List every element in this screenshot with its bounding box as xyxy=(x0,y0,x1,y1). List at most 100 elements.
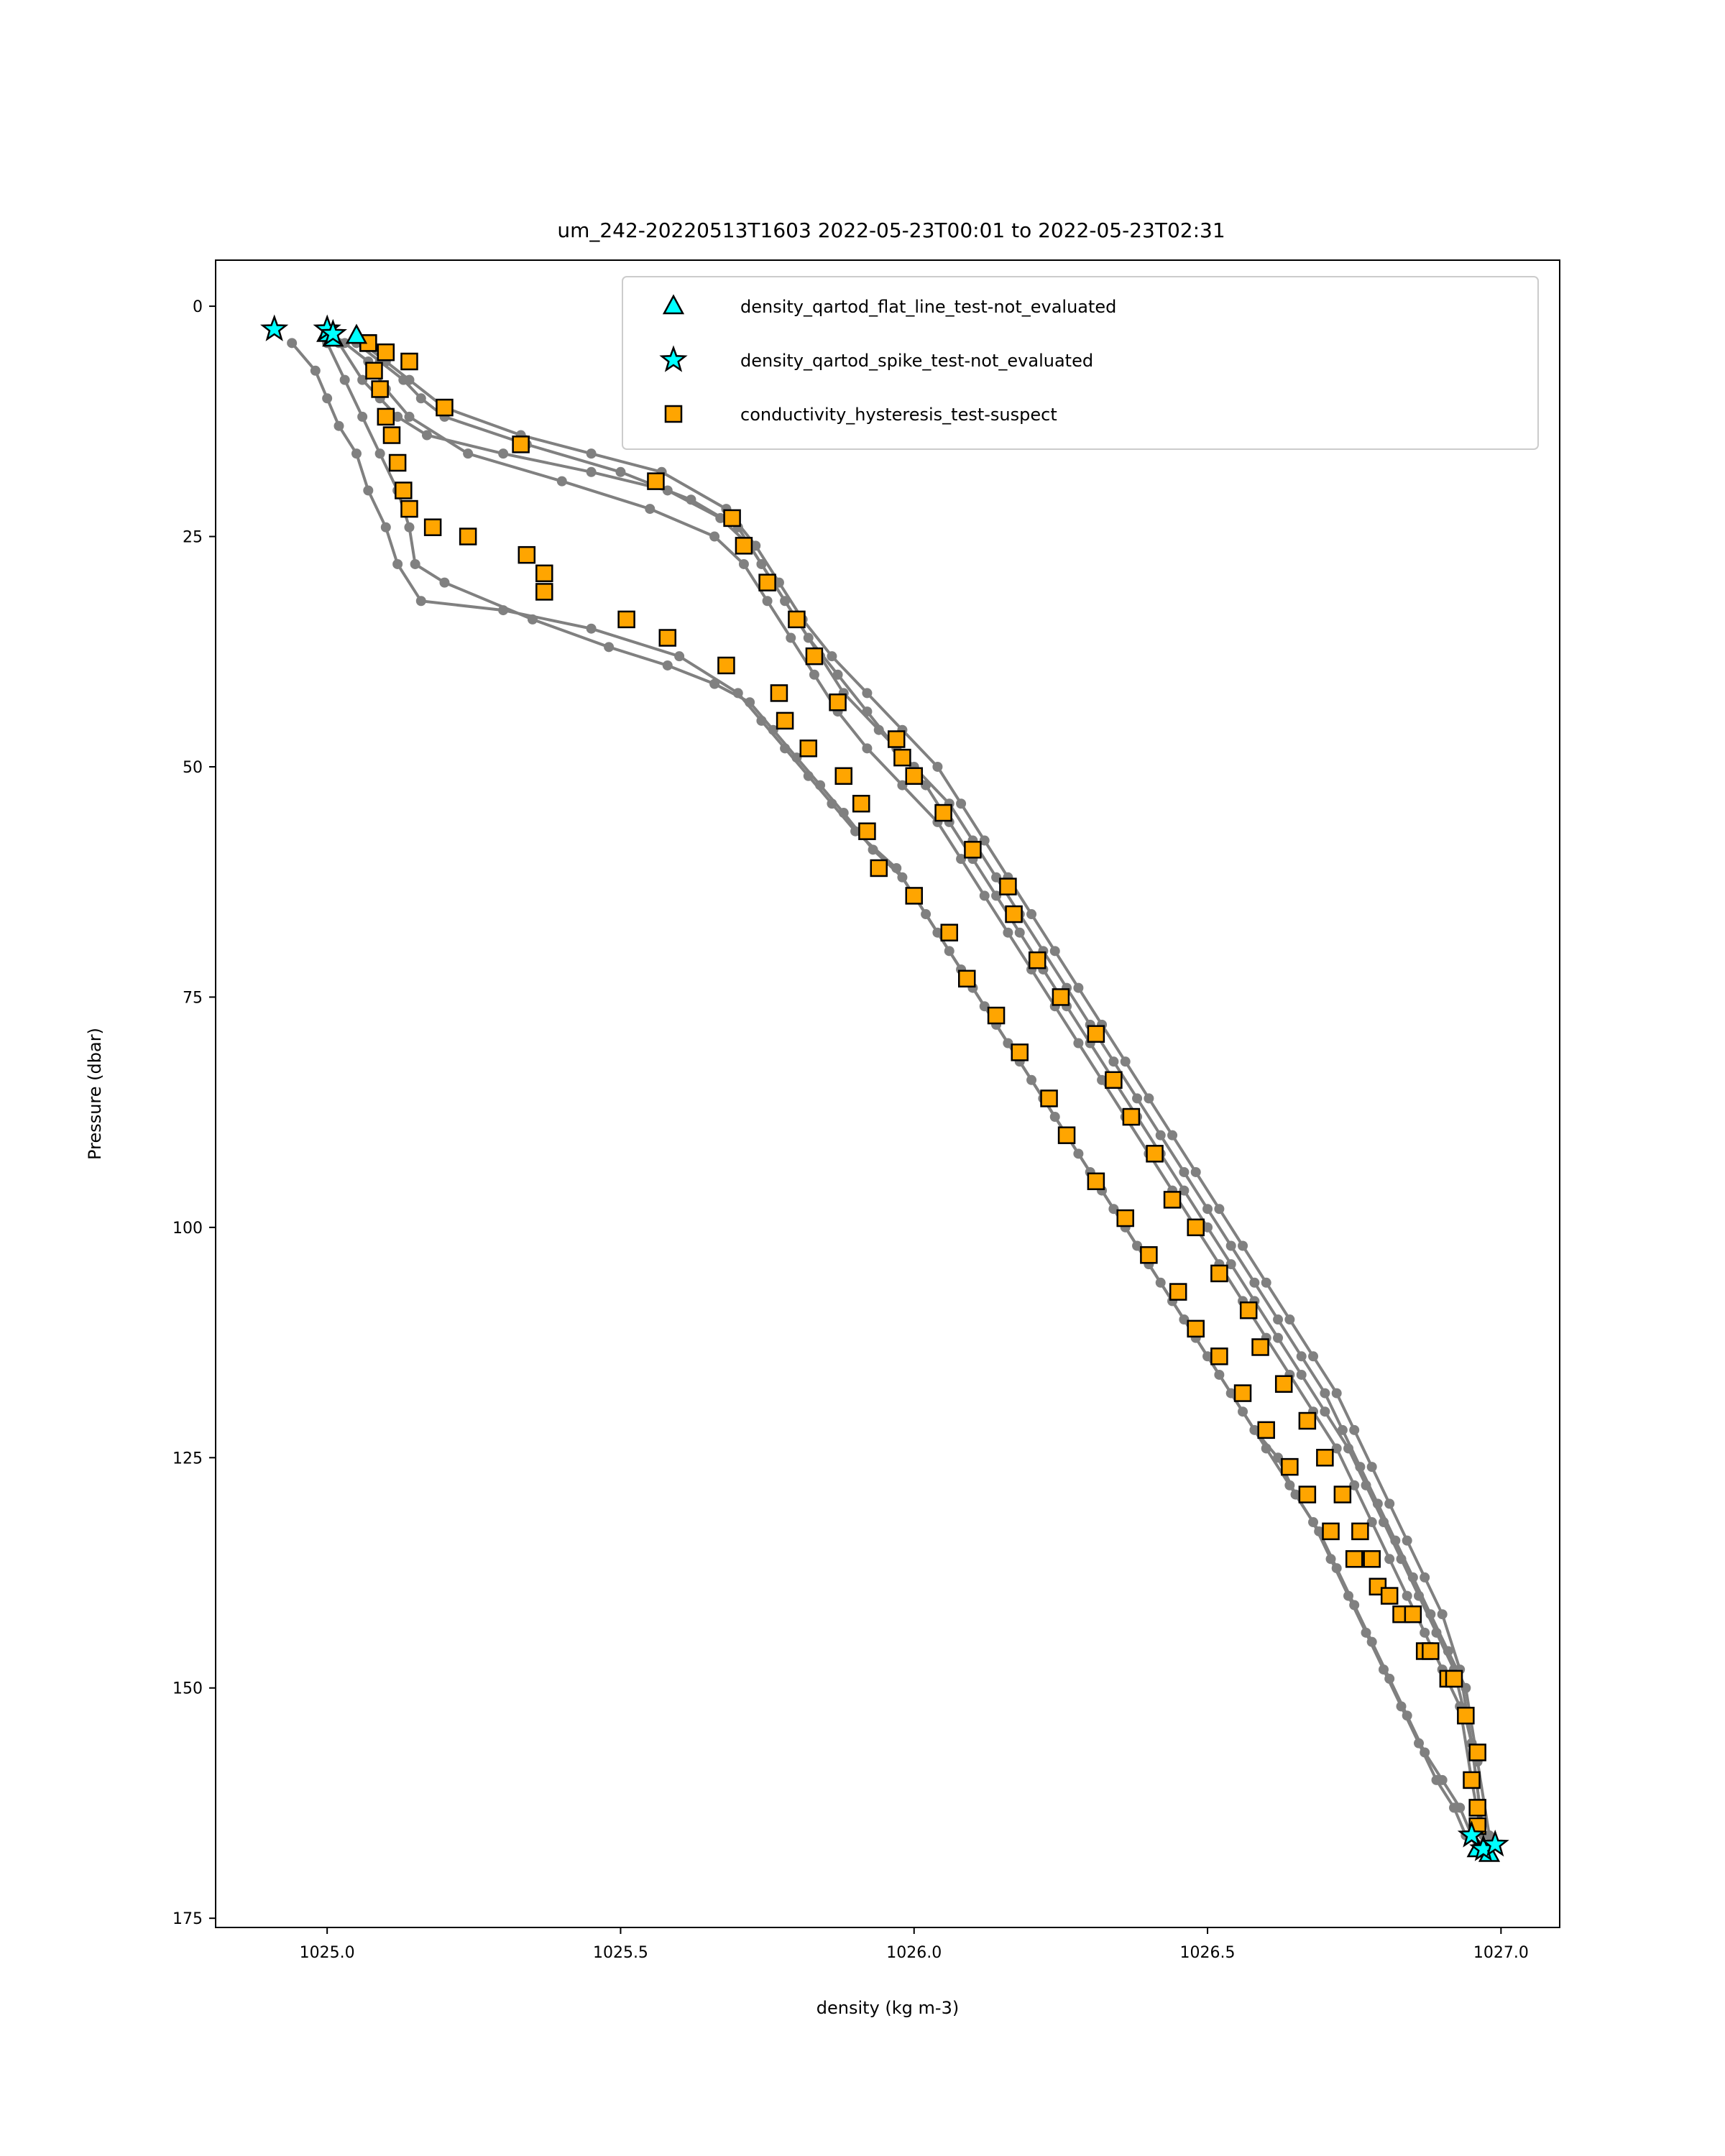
marker-square xyxy=(1445,1669,1463,1688)
plot-frame xyxy=(215,259,1560,1928)
profile-point xyxy=(780,596,791,607)
marker-square xyxy=(717,656,735,675)
profile-point xyxy=(1414,1590,1425,1601)
marker-square xyxy=(1457,1706,1475,1725)
profile-point xyxy=(686,494,696,505)
marker-square xyxy=(1140,1246,1158,1264)
marker-square xyxy=(535,583,553,601)
profile-point xyxy=(1420,1747,1430,1758)
marker-square xyxy=(776,711,794,730)
legend: density_qartod_flat_line_test-not_evalua… xyxy=(622,276,1539,450)
profile-point xyxy=(1420,1572,1430,1583)
marker-square xyxy=(858,822,876,840)
marker-square xyxy=(829,693,847,711)
marker-square xyxy=(1210,1348,1228,1365)
marker-square xyxy=(964,841,982,859)
profile-point xyxy=(1132,1240,1143,1251)
marker-square xyxy=(940,923,958,941)
profile-point xyxy=(1108,1056,1119,1067)
marker-square xyxy=(512,436,530,453)
marker-square xyxy=(1169,1283,1187,1301)
profile-point xyxy=(1120,1056,1131,1067)
profile-point xyxy=(862,688,873,699)
marker-star xyxy=(318,318,347,346)
profile-point xyxy=(615,466,626,477)
marker-square xyxy=(1028,951,1046,969)
marker-square xyxy=(1210,1264,1228,1283)
marker-square xyxy=(788,610,806,629)
profile-point xyxy=(1179,1166,1190,1177)
marker-square xyxy=(1052,988,1070,1006)
profile-point xyxy=(322,393,333,404)
profile-point xyxy=(1273,1332,1284,1343)
marker-square xyxy=(1333,1485,1352,1503)
profile-point xyxy=(762,596,773,607)
profile-point xyxy=(310,365,321,376)
profile-point xyxy=(1073,982,1084,993)
profile-point xyxy=(1384,1673,1395,1684)
marker-square xyxy=(535,564,553,583)
marker-triangle xyxy=(345,323,368,344)
y-tick-label: 100 xyxy=(172,1220,203,1238)
y-tick-label: 125 xyxy=(172,1450,203,1468)
marker-square xyxy=(770,684,788,702)
marker-square xyxy=(1345,1550,1363,1568)
profile-point xyxy=(1214,1204,1225,1215)
marker-square xyxy=(1274,1375,1293,1393)
profile-point xyxy=(1296,1351,1307,1362)
profile-point xyxy=(1349,1424,1360,1435)
profile-point xyxy=(1073,1038,1084,1049)
marker-square xyxy=(1298,1411,1317,1430)
profile-point xyxy=(1431,1627,1442,1638)
profile-point xyxy=(1361,1480,1371,1491)
profile-point xyxy=(791,752,802,763)
profile-point xyxy=(392,558,403,569)
marker-star xyxy=(260,314,289,341)
profile-point xyxy=(1003,927,1013,938)
profile-point xyxy=(357,411,368,422)
marker-square xyxy=(987,1006,1006,1025)
profile-point xyxy=(1314,1526,1325,1537)
marker-square xyxy=(1463,1771,1481,1789)
profile-point xyxy=(1420,1627,1430,1638)
marker-square xyxy=(1146,1145,1164,1163)
profile-point xyxy=(1437,1609,1448,1620)
profile-point xyxy=(1366,1636,1377,1647)
profile-point xyxy=(827,651,837,662)
profile-point xyxy=(287,338,298,349)
marker-square xyxy=(371,380,389,398)
profile-point xyxy=(1396,1554,1407,1565)
marker-square xyxy=(395,482,413,499)
profile-point xyxy=(932,761,943,772)
profile-point xyxy=(838,808,849,819)
profile-point xyxy=(956,798,967,809)
profile-point xyxy=(1225,1259,1236,1270)
legend-label: conductivity_hysteresis_test-suspect xyxy=(740,405,1057,425)
marker-square xyxy=(1257,1421,1275,1439)
marker-square xyxy=(999,877,1017,895)
profile-point xyxy=(1337,1424,1348,1435)
profile-point xyxy=(862,743,873,754)
profile-point xyxy=(1249,1277,1260,1288)
marker-square xyxy=(423,518,442,536)
profile-line-5 xyxy=(355,341,1485,1836)
marker-square xyxy=(758,573,776,591)
profile-point xyxy=(1049,946,1060,957)
profile-point xyxy=(1261,1277,1271,1288)
y-axis-ticks: 0 25 50 75 100 125 150 175 xyxy=(172,298,216,1928)
profile-point xyxy=(357,374,368,385)
marker-square xyxy=(735,537,753,555)
marker-square xyxy=(799,740,818,757)
profile-point xyxy=(897,872,908,883)
profile-point xyxy=(1343,1443,1354,1454)
marker-square xyxy=(852,794,870,813)
profile-point xyxy=(1225,1240,1236,1251)
profile-point xyxy=(1402,1535,1412,1546)
y-tick-label: 25 xyxy=(183,529,203,547)
profile-point xyxy=(921,780,932,791)
marker-square xyxy=(1404,1605,1422,1623)
profile-point xyxy=(745,697,755,708)
profile-point xyxy=(463,448,474,459)
profile-point xyxy=(421,430,432,441)
